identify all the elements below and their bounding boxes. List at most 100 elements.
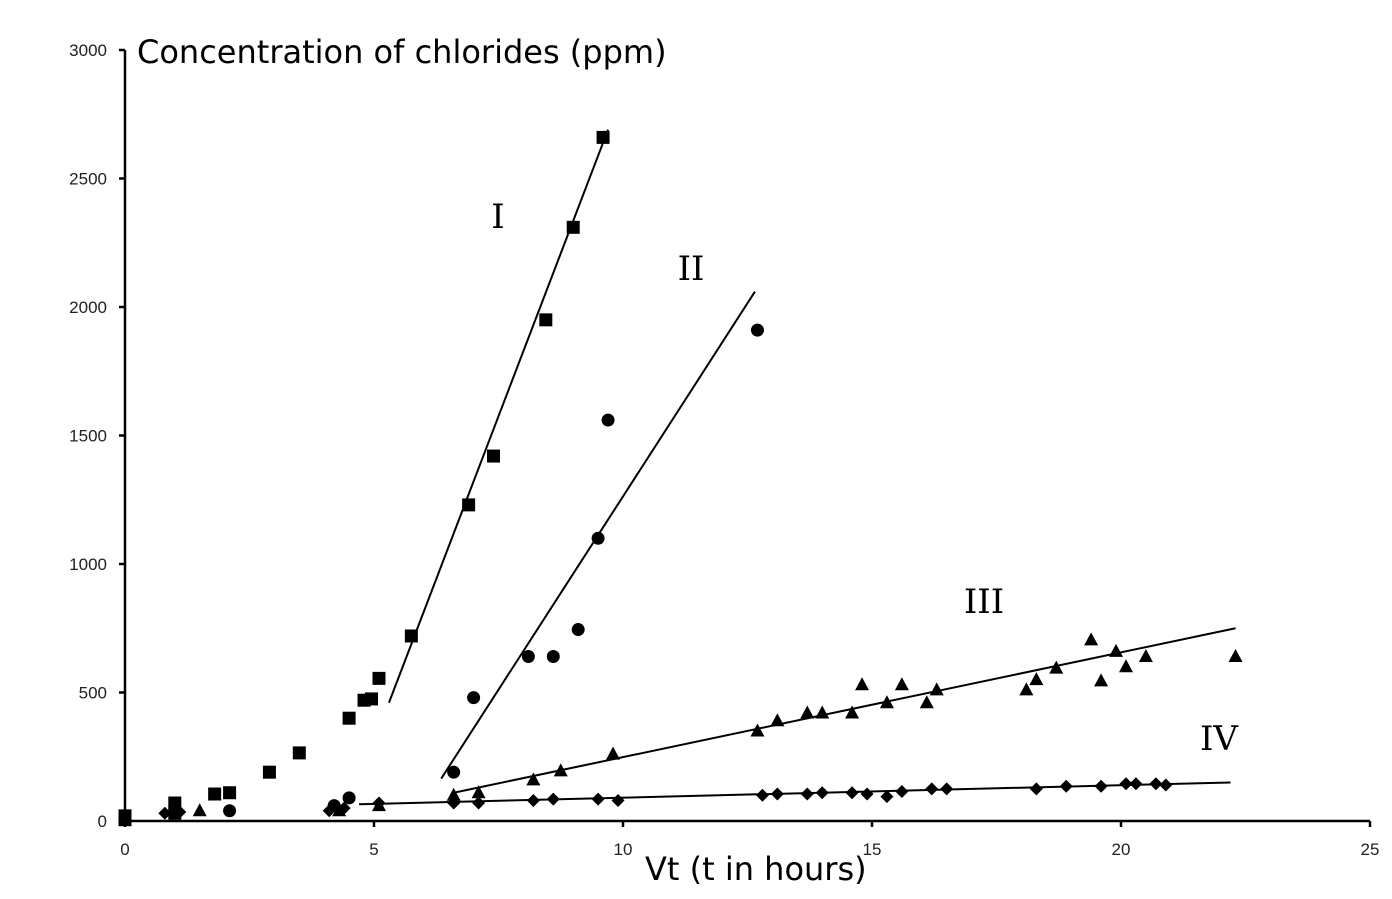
data-point-iii (1029, 672, 1044, 686)
data-point-iv (546, 792, 560, 806)
y-tick-label: 500 (79, 684, 107, 703)
x-tick-label: 25 (1361, 840, 1380, 859)
x-tick-label: 5 (369, 840, 378, 859)
data-point-i (487, 449, 501, 463)
data-point-ii (546, 650, 560, 664)
x-tick-label: 10 (614, 840, 633, 859)
data-point-i (462, 498, 476, 512)
x-axis-title: Vt (t in hours) (645, 850, 867, 888)
data-point-i (566, 220, 580, 234)
data-point-iii (526, 772, 541, 786)
y-tick-label: 1500 (69, 427, 107, 446)
data-point-iii (1094, 673, 1109, 687)
data-point-iv (860, 787, 874, 801)
y-tick-label: 2000 (69, 298, 107, 317)
data-point-iii (750, 723, 765, 737)
data-point-ii (571, 623, 585, 637)
data-point-ii (447, 765, 461, 779)
data-point-iii (553, 763, 568, 777)
data-markers (118, 130, 1243, 827)
data-point-iv (372, 796, 386, 810)
data-point-iii (770, 713, 785, 727)
data-point-iii (471, 785, 486, 799)
data-point-iii (446, 787, 461, 801)
data-point-iv (925, 782, 939, 796)
data-point-i (404, 629, 418, 643)
data-point-iv (895, 784, 909, 798)
y-tick-label: 3000 (69, 41, 107, 60)
curve-label-iv: IV (1200, 719, 1239, 759)
curve-label-i: I (491, 197, 504, 237)
data-point-iv (447, 796, 461, 810)
data-point-iii (1019, 682, 1034, 696)
data-point-i (168, 796, 182, 810)
data-point-iv (1119, 777, 1133, 791)
data-point-iv (1159, 778, 1173, 792)
data-point-ii (521, 650, 535, 664)
data-point-iv (591, 792, 605, 806)
y-tick-label: 0 (98, 812, 107, 831)
data-point-ii (601, 413, 615, 427)
data-point-ii (118, 809, 132, 823)
data-point-i (365, 692, 379, 706)
data-point-iii (606, 746, 621, 760)
data-point-i (223, 786, 237, 800)
data-point-iv (1149, 777, 1163, 791)
data-point-iii (1049, 660, 1064, 674)
y-tick-label: 2500 (69, 170, 107, 189)
data-point-iii (1228, 649, 1243, 663)
data-point-iv (940, 782, 954, 796)
data-point-ii (591, 531, 605, 545)
data-point-i (372, 671, 386, 685)
data-point-iii (894, 677, 909, 691)
data-point-iv (1094, 779, 1108, 793)
y-axis-title: Concentration of chlorides (ppm) (137, 33, 667, 71)
data-point-iii (855, 677, 870, 691)
data-point-ii (223, 804, 237, 818)
data-point-iv (526, 793, 540, 807)
data-point-ii (342, 791, 356, 805)
data-point-iv (800, 787, 814, 801)
data-point-ii (750, 323, 764, 337)
x-tick-label: 15 (863, 840, 882, 859)
data-point-i (539, 313, 553, 327)
data-point-iv (158, 806, 172, 820)
data-point-iv (845, 786, 859, 800)
y-tick-label: 1000 (69, 555, 107, 574)
data-point-iii (929, 682, 944, 696)
data-point-iii (1118, 659, 1133, 673)
data-point-iv (770, 787, 784, 801)
axes: 0 5 10 15 20 25 0 500 1000 1500 2000 2500 3000 (69, 41, 1379, 859)
data-point-iii (879, 695, 894, 709)
data-point-iv (472, 796, 486, 810)
data-point-iii (919, 695, 934, 709)
data-point-i (596, 130, 610, 144)
data-point-i (208, 787, 222, 801)
data-point-iv (1059, 779, 1073, 793)
data-point-iii (1138, 649, 1153, 663)
curve-label-iii: III (964, 582, 1004, 622)
data-point-iii (192, 803, 207, 817)
data-point-iv (880, 790, 894, 804)
data-point-iii (800, 705, 815, 719)
data-point-iv (755, 788, 769, 802)
data-point-iv (1129, 777, 1143, 791)
fit-line-iv (359, 781, 1231, 806)
x-tick-label: 20 (1112, 840, 1131, 859)
data-point-i (342, 711, 356, 725)
data-point-ii (467, 691, 481, 705)
x-tick-label: 0 (120, 840, 129, 859)
data-point-iv (322, 804, 336, 818)
data-point-iii (1084, 632, 1099, 646)
data-point-iv (815, 786, 829, 800)
data-point-iii (845, 705, 860, 719)
fit-line-iii (453, 627, 1236, 794)
data-point-i (262, 765, 276, 779)
data-point-iii (1109, 643, 1124, 657)
curve-label-ii: II (678, 249, 705, 289)
data-point-i (292, 746, 306, 760)
data-point-iv (173, 805, 187, 819)
data-point-iv (337, 801, 351, 815)
